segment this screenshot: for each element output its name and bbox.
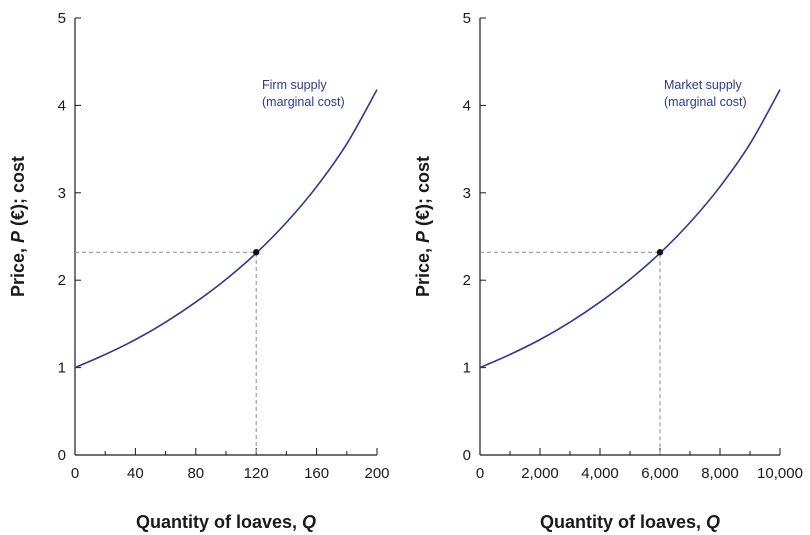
x-tick-label: 120 [244, 465, 269, 482]
y-tick-label: 4 [58, 97, 66, 114]
guide-line [75, 251, 257, 455]
x-axis-title: Quantity of loaves, Q [136, 512, 316, 532]
supply-curve [479, 89, 781, 369]
y-tick-label: 5 [58, 10, 66, 27]
y-axis-title: Price, P (€); cost [413, 156, 433, 297]
y-tick-label: 2 [463, 272, 471, 289]
highlight-point [656, 249, 664, 256]
y-tick-label: 0 [58, 447, 66, 464]
x-axis-title: Quantity of loaves, Q [540, 512, 720, 532]
x-tick-label: 2,000 [521, 465, 559, 482]
x-tick-label: 40 [127, 465, 144, 482]
x-tick-label: 160 [304, 465, 329, 482]
x-tick-label: 0 [71, 465, 79, 482]
x-tick-label: 4,000 [581, 465, 619, 482]
y-tick-label: 3 [463, 185, 471, 202]
chart-panel-2: 0 1 2 3 4 5 0 2,000 4,000 6,000 8,000 10,000 Quantit… [413, 10, 803, 532]
x-tick-label: 0 [476, 465, 484, 482]
y-tick-label: 2 [58, 272, 66, 289]
x-tick-label: 6,000 [641, 465, 679, 482]
x-tick-label: 80 [187, 465, 204, 482]
x-tick-label: 200 [364, 465, 389, 482]
y-tick-label: 1 [463, 360, 471, 377]
x-tick-label: 8,000 [701, 465, 739, 482]
highlight-point [253, 249, 260, 256]
series-label: Firm supply (marginal cost) [262, 78, 345, 109]
y-tick-label: 0 [463, 447, 471, 464]
series-label: Market supply (marginal cost) [664, 78, 747, 109]
y-tick-label: 3 [58, 185, 66, 202]
chart-panel-1: 0 1 2 3 4 5 0 40 80 120 160 200 Quantity of loaves, … [8, 10, 390, 532]
y-tick-label: 4 [463, 97, 471, 114]
y-tick-label: 1 [58, 360, 66, 377]
y-tick-label: 5 [463, 10, 471, 27]
supply-curve [74, 89, 378, 369]
guide-line [480, 251, 661, 455]
y-axis-title: Price, P (€); cost [8, 156, 28, 297]
x-tick-label: 10,000 [757, 465, 803, 482]
